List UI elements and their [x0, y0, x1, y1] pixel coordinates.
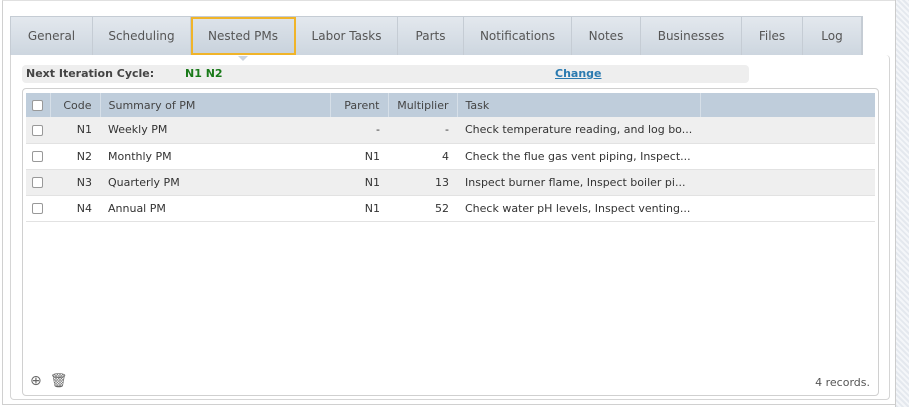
cell-task: Inspect burner flame, Inspect boiler pi.… [457, 169, 701, 196]
cell-code: N4 [50, 195, 100, 222]
column-parent[interactable]: Parent [330, 93, 389, 117]
change-link[interactable]: Change [555, 67, 602, 80]
add-icon[interactable]: ⊕ [30, 373, 42, 389]
table-row[interactable]: N4 Annual PM N1 52 Check water pH levels… [26, 195, 875, 222]
tab-scheduling[interactable]: Scheduling [93, 17, 191, 55]
tab-panel [10, 55, 890, 400]
tab-notifications[interactable]: Notifications [464, 17, 572, 55]
cell-parent: N1 [330, 143, 388, 170]
records-count: 4 records. [815, 376, 870, 389]
cell-filler [700, 117, 875, 144]
nested-pm-grid [22, 88, 879, 396]
cell-filler [700, 195, 875, 222]
cell-multiplier: 4 [388, 143, 457, 170]
row-checkbox[interactable] [32, 151, 43, 162]
tab-parts[interactable]: Parts [398, 17, 464, 55]
table-header: Code Summary of PM Parent Multiplier Tas… [26, 93, 875, 117]
table-row[interactable]: N3 Quarterly PM N1 13 Inspect burner fla… [26, 169, 875, 196]
column-filler [700, 93, 875, 117]
column-code[interactable]: Code [50, 93, 101, 117]
iteration-label: Next Iteration Cycle: [26, 67, 155, 80]
cell-task: Check temperature reading, and log bo... [457, 117, 701, 144]
scrollbar-track[interactable] [895, 0, 909, 407]
cell-code: N3 [50, 169, 100, 196]
table-row[interactable]: N1 Weekly PM - - Check temperature readi… [26, 117, 875, 144]
tab-businesses[interactable]: Businesses [641, 17, 742, 55]
cell-filler [700, 169, 875, 196]
cell-summary: Quarterly PM [100, 169, 330, 196]
tab-labor-tasks[interactable]: Labor Tasks [296, 17, 398, 55]
tab-notes[interactable]: Notes [572, 17, 641, 55]
cell-summary: Monthly PM [100, 143, 330, 170]
iteration-value: N1 N2 [185, 67, 223, 80]
row-checkbox[interactable] [32, 124, 43, 136]
table-row[interactable]: N2 Monthly PM N1 4 Check the flue gas ve… [26, 143, 875, 170]
cell-task: Check the flue gas vent piping, Inspect.… [457, 143, 701, 170]
nested-pm-table: Code Summary of PM Parent Multiplier Tas… [26, 93, 875, 222]
column-summary[interactable]: Summary of PM [100, 93, 331, 117]
cell-multiplier: 13 [388, 169, 457, 196]
cell-parent: N1 [330, 169, 388, 196]
cell-code: N1 [50, 117, 100, 144]
cell-parent: N1 [330, 195, 388, 222]
select-all-checkbox[interactable] [32, 100, 43, 111]
tab-nested-pms[interactable]: Nested PMs [191, 17, 296, 61]
row-checkbox[interactable] [32, 177, 43, 188]
tab-general[interactable]: General [11, 17, 93, 55]
column-task[interactable]: Task [457, 93, 701, 117]
cell-summary: Annual PM [100, 195, 330, 222]
tab-log[interactable]: Log [803, 17, 862, 55]
cell-parent: - [330, 117, 388, 144]
cell-filler [700, 143, 875, 170]
row-checkbox[interactable] [32, 203, 43, 214]
cell-multiplier: - [388, 117, 457, 144]
tab-bar: General Scheduling Nested PMs Labor Task… [10, 16, 863, 61]
tab-files[interactable]: Files [742, 17, 803, 55]
iteration-bar: Next Iteration Cycle: N1 N2 Change [22, 65, 749, 83]
cell-multiplier: 52 [388, 195, 457, 222]
cell-task: Check water pH levels, Inspect venting..… [457, 195, 701, 222]
cell-code: N2 [50, 143, 100, 170]
page-frame [2, 0, 895, 405]
trash-icon[interactable]: 🗑︎ [49, 373, 68, 389]
column-multiplier[interactable]: Multiplier [388, 93, 458, 117]
cell-summary: Weekly PM [100, 117, 330, 144]
